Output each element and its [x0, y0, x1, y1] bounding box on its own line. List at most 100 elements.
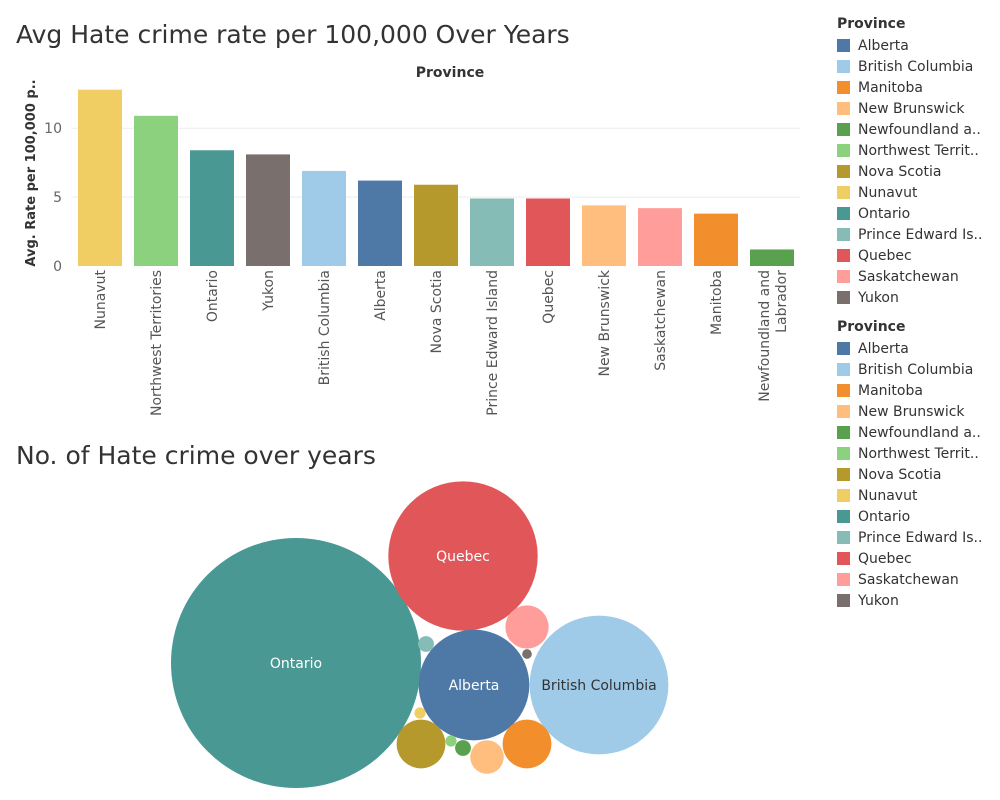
- bubble-new-brunswick[interactable]: [470, 740, 504, 774]
- bar-yukon[interactable]: [246, 154, 290, 266]
- legend-label: Newfoundland a..: [858, 424, 981, 441]
- bubble-prince-edward-island[interactable]: [418, 636, 434, 652]
- x-tick-label: Yukon: [261, 270, 277, 312]
- legend-item-saskatchewan[interactable]: Saskatchewan: [837, 569, 997, 590]
- legend-item-nova-scotia[interactable]: Nova Scotia: [837, 464, 997, 485]
- x-tick-label: British Columbia: [317, 270, 333, 385]
- bar-saskatchewan[interactable]: [638, 208, 682, 266]
- bar-manitoba[interactable]: [694, 213, 738, 266]
- bar-british-columbia[interactable]: [302, 170, 346, 266]
- bubble-yukon[interactable]: [522, 649, 532, 659]
- legend-label: New Brunswick: [858, 403, 965, 420]
- bubble-ontario[interactable]: [171, 538, 421, 788]
- legend-label: Quebec: [858, 550, 912, 567]
- bar-quebec[interactable]: [526, 198, 570, 266]
- bubble-alberta[interactable]: [418, 629, 530, 741]
- legend-item-quebec[interactable]: Quebec: [837, 245, 997, 266]
- bar-nova-scotia[interactable]: [414, 184, 458, 266]
- legend-label: Nova Scotia: [858, 163, 942, 180]
- legend-item-new-brunswick[interactable]: New Brunswick: [837, 98, 997, 119]
- legend-swatch: [837, 426, 850, 439]
- x-tick-label: Nova Scotia: [429, 270, 445, 353]
- legend-swatch: [837, 363, 850, 376]
- x-tick-label: Alberta: [373, 270, 389, 321]
- color-legend-top: Province Alberta British Columbia Manitoba…: [837, 14, 997, 308]
- legend-swatch: [837, 39, 850, 52]
- legend-item-nunavut[interactable]: Nunavut: [837, 485, 997, 506]
- legend-label: Yukon: [858, 289, 899, 306]
- legend-item-saskatchewan[interactable]: Saskatchewan: [837, 266, 997, 287]
- x-tick-label: Manitoba: [709, 270, 725, 335]
- bubble-nunavut[interactable]: [414, 707, 426, 719]
- legend-item-nova-scotia[interactable]: Nova Scotia: [837, 161, 997, 182]
- x-tick-label-line: Labrador: [774, 270, 790, 333]
- legend-swatch: [837, 186, 850, 199]
- legend-swatch: [837, 60, 850, 73]
- legend-swatch: [837, 405, 850, 418]
- x-tick-label-line: Northwest Territories: [149, 270, 165, 416]
- x-tick-label-line: Nova Scotia: [429, 270, 445, 353]
- bubble-northwest-territories[interactable]: [445, 735, 457, 747]
- bubble-label: Quebec: [436, 549, 490, 565]
- legend-item-british-columbia[interactable]: British Columbia: [837, 359, 997, 380]
- legend-swatch: [837, 123, 850, 136]
- legend-item-quebec[interactable]: Quebec: [837, 548, 997, 569]
- bubble-nova-scotia[interactable]: [396, 719, 446, 769]
- legend-item-nunavut[interactable]: Nunavut: [837, 182, 997, 203]
- x-tick-label-line: Newfoundland and: [757, 270, 773, 402]
- bubble-manitoba[interactable]: [502, 719, 552, 769]
- legend-item-northwest-territ[interactable]: Northwest Territ..: [837, 140, 997, 161]
- legend-item-yukon[interactable]: Yukon: [837, 590, 997, 611]
- bubble-quebec[interactable]: [388, 481, 538, 631]
- legend-item-newfoundland-a[interactable]: Newfoundland a..: [837, 119, 997, 140]
- x-tick-label-line: Nunavut: [93, 269, 109, 329]
- legend-label: New Brunswick: [858, 100, 965, 117]
- bubble-saskatchewan[interactable]: [505, 605, 549, 649]
- legend-swatch: [837, 207, 850, 220]
- bubble-label: British Columbia: [541, 678, 656, 694]
- bar-alberta[interactable]: [358, 180, 402, 266]
- y-axis-label: Avg. Rate per 100,000 p..: [24, 79, 39, 266]
- legend-label: Alberta: [858, 37, 909, 54]
- x-tick-label: Ontario: [205, 270, 221, 322]
- legend-item-british-columbia[interactable]: British Columbia: [837, 56, 997, 77]
- legend-item-yukon[interactable]: Yukon: [837, 287, 997, 308]
- legend-label: Nunavut: [858, 487, 918, 504]
- bar-new-brunswick[interactable]: [582, 205, 626, 266]
- legend-item-northwest-territ[interactable]: Northwest Territ..: [837, 443, 997, 464]
- bubble-british-columbia[interactable]: [529, 615, 669, 755]
- bar-nunavut[interactable]: [78, 89, 122, 266]
- legend-swatch: [837, 552, 850, 565]
- bubble-chart-title: No. of Hate crime over years: [16, 441, 376, 470]
- bar-prince-edward-island[interactable]: [470, 198, 514, 266]
- bar-newfoundland-and-labrador[interactable]: [750, 249, 794, 266]
- legend-label: Prince Edward Is..: [858, 529, 983, 546]
- bubble-newfoundland-and-labrador[interactable]: [455, 740, 471, 756]
- bubble-chart: Ontario Quebec British Columbia Alberta: [171, 481, 669, 788]
- y-tick-label: 10: [44, 121, 62, 137]
- legend-swatch: [837, 81, 850, 94]
- legend-item-manitoba[interactable]: Manitoba: [837, 77, 997, 98]
- legend-item-manitoba[interactable]: Manitoba: [837, 380, 997, 401]
- legend-swatch: [837, 270, 850, 283]
- legend-item-ontario[interactable]: Ontario: [837, 506, 997, 527]
- bar-ontario[interactable]: [190, 150, 234, 266]
- legend-swatch: [837, 249, 850, 262]
- legend-item-new-brunswick[interactable]: New Brunswick: [837, 401, 997, 422]
- x-tick-label-line: Saskatchewan: [653, 270, 669, 371]
- legend-item-alberta[interactable]: Alberta: [837, 35, 997, 56]
- x-tick-label-line: New Brunswick: [597, 269, 613, 376]
- legend-item-prince-edward-is[interactable]: Prince Edward Is..: [837, 224, 997, 245]
- legend-item-ontario[interactable]: Ontario: [837, 203, 997, 224]
- legend-label: Manitoba: [858, 79, 923, 96]
- legend-swatch: [837, 531, 850, 544]
- x-tick-label-line: Prince Edward Island: [485, 270, 501, 416]
- bar-chart: Province 0 5 10 Avg. Rate per 100,000 p.. Nun…: [24, 65, 800, 416]
- bar-northwest-territories[interactable]: [134, 115, 178, 266]
- legend-label: Newfoundland a..: [858, 121, 981, 138]
- legend-item-prince-edward-is[interactable]: Prince Edward Is..: [837, 527, 997, 548]
- legend-item-alberta[interactable]: Alberta: [837, 338, 997, 359]
- legend-item-newfoundland-a[interactable]: Newfoundland a..: [837, 422, 997, 443]
- x-tick-label-line: Yukon: [261, 270, 277, 312]
- legend-label: Saskatchewan: [858, 571, 959, 588]
